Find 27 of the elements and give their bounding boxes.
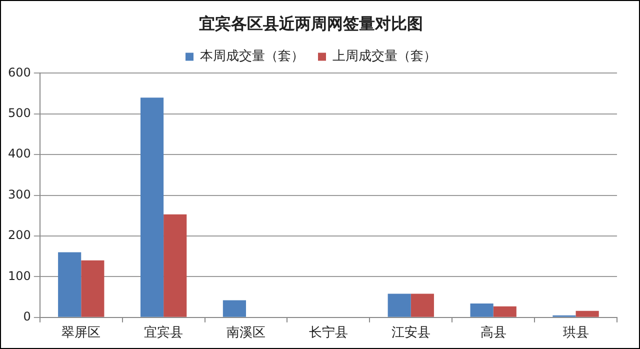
x-tick-label: 江安县 [391, 324, 430, 341]
y-tick-label: 300 [8, 187, 31, 202]
x-tick-label: 珙县 [562, 326, 589, 341]
bar [222, 300, 246, 317]
legend-label: 本周成交量（套） [200, 48, 304, 64]
bar [410, 294, 434, 317]
bar [493, 306, 516, 317]
chart-title: 宜宾各区县近两周网签量对比图 [199, 14, 423, 33]
bar [140, 98, 164, 317]
x-tick-label: 高县 [480, 324, 506, 341]
y-tick-label: 200 [8, 228, 31, 242]
bar [470, 304, 494, 317]
bar [81, 260, 104, 317]
y-tick-label: 100 [8, 268, 31, 283]
x-tick-label: 长宁县 [308, 324, 348, 341]
bar [576, 310, 599, 317]
x-tick-label: 翠屏区 [62, 326, 101, 341]
x-tick-label: 宜宾县 [144, 324, 184, 341]
y-tick-label: 500 [8, 106, 31, 120]
y-tick-label: 600 [8, 65, 31, 80]
y-tick-label: 0 [23, 310, 31, 324]
legend-label: 上周成交量（套） [332, 48, 436, 64]
x-tick-label: 南溪区 [226, 326, 266, 341]
bar [58, 252, 82, 317]
bar [164, 214, 187, 317]
y-tick-label: 400 [8, 146, 31, 161]
bar [388, 294, 411, 317]
